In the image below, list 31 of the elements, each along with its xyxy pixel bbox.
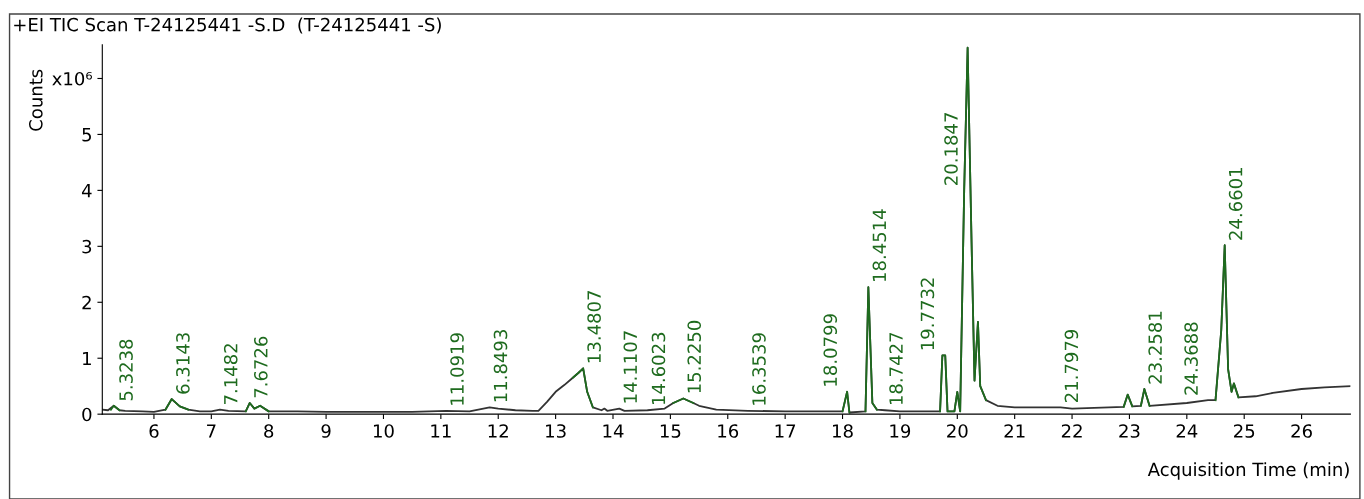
x-tick-label: 6 xyxy=(149,424,159,438)
x-tick-label: 13 xyxy=(546,424,566,438)
x-tick-label: 23 xyxy=(1119,424,1140,438)
x-tick-label: 18 xyxy=(833,424,853,438)
x-tick-label: 10 xyxy=(373,424,394,438)
y-tick-label: 3 xyxy=(82,239,92,254)
x-tick-label: 14 xyxy=(603,424,624,438)
x-tick-label: 15 xyxy=(660,424,681,438)
x-tick-label: 16 xyxy=(718,424,739,438)
x-tick-label: 19 xyxy=(890,424,911,438)
x-tick-label: 21 xyxy=(1004,424,1025,438)
x-tick-label: 8 xyxy=(264,424,274,438)
chart-title: +EI TIC Scan T-24125441 -S.D (T-24125441 -S) xyxy=(14,17,441,34)
y-tick-label: 0 xyxy=(82,407,92,422)
y-tick-label: 2 xyxy=(82,295,91,310)
y-axis-title: Counts xyxy=(28,69,43,131)
x-tick-label: 24 xyxy=(1176,424,1198,438)
x-tick-label: 12 xyxy=(488,424,508,438)
x-tick-label: 20 xyxy=(947,424,968,438)
x-axis-title: Acquisition Time (min) xyxy=(1147,462,1349,480)
y-tick-label: 4 xyxy=(81,184,92,198)
y-tick-label: 1 xyxy=(83,351,91,366)
y-tick-label: x10⁶ xyxy=(52,71,92,86)
x-tick-label: 22 xyxy=(1061,424,1082,438)
x-tick-label: 7 xyxy=(207,424,216,438)
x-tick-label: 9 xyxy=(321,424,331,438)
x-tick-label: 17 xyxy=(775,424,796,438)
x-tick-label: 11 xyxy=(431,424,451,438)
y-tick-label: 5 xyxy=(82,128,91,142)
x-tick-label: 25 xyxy=(1234,424,1255,438)
x-tick-label: 26 xyxy=(1291,424,1312,438)
